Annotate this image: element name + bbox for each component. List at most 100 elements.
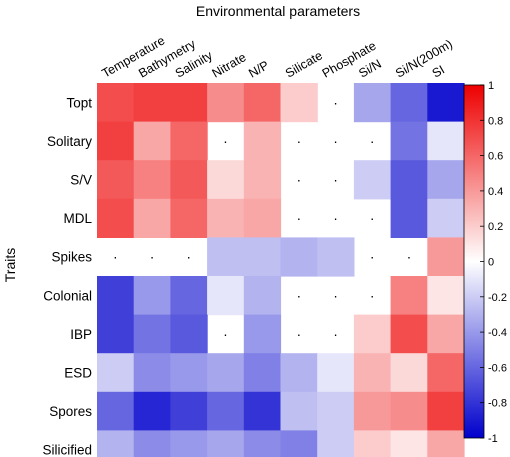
heatmap-cell-colonial-salinity bbox=[170, 276, 208, 316]
missing-cell-marker: · bbox=[333, 133, 338, 149]
heatmap-cell-mdl-temperature bbox=[97, 198, 135, 238]
heatmap-cell-topt-si-n bbox=[353, 83, 392, 123]
heatmap-cell-mdl-nitrate bbox=[207, 198, 245, 238]
heatmap-cell-colonial-temperature bbox=[97, 276, 135, 316]
chart-title: Environmental parameters bbox=[196, 3, 360, 19]
heatmap-cell-ibp-bathymetry bbox=[133, 314, 171, 354]
heatmap-cell-s-v-bathymetry bbox=[133, 160, 171, 200]
column-label-silicate: Silicate bbox=[283, 48, 325, 80]
missing-cell-marker: · bbox=[370, 210, 375, 226]
y-axis-title: Traits bbox=[2, 248, 18, 282]
heatmap-cell-spores-salinity bbox=[170, 391, 208, 431]
heatmap-cell-silicified-si-n bbox=[353, 430, 392, 457]
heatmap-cell-s-v-salinity bbox=[170, 160, 208, 200]
colorbar-tick-label: -0.2 bbox=[488, 292, 507, 304]
heatmap-cell-mdl-si bbox=[427, 198, 465, 238]
missing-cell-marker: · bbox=[333, 94, 338, 110]
missing-cell-marker: · bbox=[297, 210, 302, 226]
heatmap-cell-silicified-nitrate bbox=[207, 430, 245, 457]
heatmap-cell-s-v-n-p bbox=[243, 160, 282, 200]
colorbar-tick-label: -0.8 bbox=[488, 398, 507, 410]
row-label-s-v: S/V bbox=[70, 173, 92, 188]
row-label-colonial: Colonial bbox=[43, 288, 92, 303]
heatmap-cell-colonial-n-p bbox=[243, 276, 282, 316]
heatmap-cell-topt-bathymetry bbox=[133, 83, 171, 123]
heatmap-cell-spikes-si bbox=[427, 237, 465, 277]
heatmap-cell-esd-nitrate bbox=[207, 353, 245, 393]
row-label-topt: Topt bbox=[66, 95, 92, 110]
colorbar-tick-label: -0.4 bbox=[488, 327, 507, 339]
missing-cell-marker: · bbox=[370, 249, 375, 265]
heatmap-cell-mdl-bathymetry bbox=[133, 198, 171, 238]
heatmap-cell-ibp-temperature bbox=[97, 314, 135, 354]
heatmap-cell-colonial-bathymetry bbox=[133, 276, 171, 316]
heatmap-cell-spikes-phosphate bbox=[317, 237, 355, 277]
heatmap-cell-topt-silicate bbox=[280, 83, 318, 123]
column-label-nitrate: Nitrate bbox=[210, 50, 249, 81]
heatmap-cell-colonial-nitrate bbox=[207, 276, 245, 316]
heatmap-cell-spores-silicate bbox=[280, 391, 318, 431]
heatmap-cell-silicified-si bbox=[427, 430, 465, 457]
heatmap-cell-esd-bathymetry bbox=[133, 353, 171, 393]
heatmap-cell-solitary-n-p bbox=[243, 121, 282, 161]
heatmap-cell-ibp-salinity bbox=[170, 314, 208, 354]
heatmap-cell-spores-temperature bbox=[97, 391, 135, 431]
colorbar-tick-label: 0.6 bbox=[488, 151, 503, 163]
heatmap-cell-esd-silicate bbox=[280, 353, 318, 393]
heatmap-cell-silicified-salinity bbox=[170, 430, 208, 457]
heatmap-cell-s-v-temperature bbox=[97, 160, 135, 200]
column-label-n-p: N/P bbox=[246, 58, 271, 81]
heatmap-cell-topt-nitrate bbox=[207, 83, 245, 123]
missing-cell-marker: · bbox=[370, 133, 375, 149]
heatmap-cell-topt-n-p bbox=[243, 83, 282, 123]
row-label-silicified: Silicified bbox=[42, 443, 92, 457]
colorbar: 1 0.8 0.6 0.4 0.2 0 -0.2 -0.4 -0.6 -0.8 -1 bbox=[463, 80, 507, 445]
missing-cell-marker: · bbox=[333, 326, 338, 342]
heatmap-cell-solitary-si bbox=[427, 121, 465, 161]
missing-cell-marker: · bbox=[186, 249, 191, 265]
heatmap-cell-spikes-n-p bbox=[243, 237, 282, 277]
row-label-esd: ESD bbox=[64, 366, 92, 381]
heatmap-cell-mdl-salinity bbox=[170, 198, 208, 238]
colorbar-tick-label: 1 bbox=[488, 80, 494, 92]
heatmap-cell-solitary-temperature bbox=[97, 121, 135, 161]
heatmap-cell-mdl-n-p bbox=[243, 198, 282, 238]
colorbar-tick-label: 0 bbox=[488, 257, 494, 269]
row-label-ibp: IBP bbox=[70, 327, 92, 342]
heatmap-cell-ibp-si-n-200m bbox=[390, 314, 428, 354]
heatmap-cell-spores-bathymetry bbox=[133, 391, 171, 431]
heatmap-cell-solitary-salinity bbox=[170, 121, 208, 161]
row-label-mdl: MDL bbox=[63, 211, 92, 226]
heatmap-cell-topt-si-n-200m bbox=[390, 83, 428, 123]
heatmap-cell-silicified-silicate bbox=[280, 430, 318, 457]
missing-cell-marker: · bbox=[333, 172, 338, 188]
heatmap-cell-colonial-si bbox=[427, 276, 465, 316]
heatmap-cell-ibp-si-n bbox=[353, 314, 392, 354]
colorbar-tick-label: -0.6 bbox=[488, 362, 507, 374]
heatmap-cell-esd-si-n-200m bbox=[390, 353, 428, 393]
heatmap-cell-spores-phosphate bbox=[317, 391, 355, 431]
heatmap-cell-esd-si-n bbox=[353, 353, 392, 393]
heatmap-cell-esd-n-p bbox=[243, 353, 282, 393]
heatmap-cell-ibp-si bbox=[427, 314, 465, 354]
missing-cell-marker: · bbox=[297, 133, 302, 149]
missing-cell-marker: · bbox=[223, 133, 228, 149]
missing-cell-marker: · bbox=[407, 249, 412, 265]
colorbar-tick-label: 0.4 bbox=[488, 186, 503, 198]
heatmap-cell-silicified-temperature bbox=[97, 430, 135, 457]
heatmap-cell-spores-n-p bbox=[243, 391, 282, 431]
colorbar-tick-label: -1 bbox=[488, 433, 498, 445]
row-labels: Topt Solitary S/V MDL Spikes Colonial IBP ESD Sp… bbox=[42, 95, 92, 457]
heatmap-cell-silicified-bathymetry bbox=[133, 430, 171, 457]
heatmap-cell-silicified-phosphate bbox=[317, 430, 355, 457]
missing-cell-marker: · bbox=[333, 210, 338, 226]
heatmap-cell-esd-phosphate bbox=[317, 353, 355, 393]
row-label-spores: Spores bbox=[49, 404, 92, 419]
heatmap-cell-spikes-nitrate bbox=[207, 237, 245, 277]
heatmap-cell-ibp-n-p bbox=[243, 314, 282, 354]
heatmap-cell-topt-si bbox=[427, 83, 465, 123]
heatmap-cell-topt-temperature bbox=[97, 83, 135, 123]
heatmap-cell-solitary-bathymetry bbox=[133, 121, 171, 161]
